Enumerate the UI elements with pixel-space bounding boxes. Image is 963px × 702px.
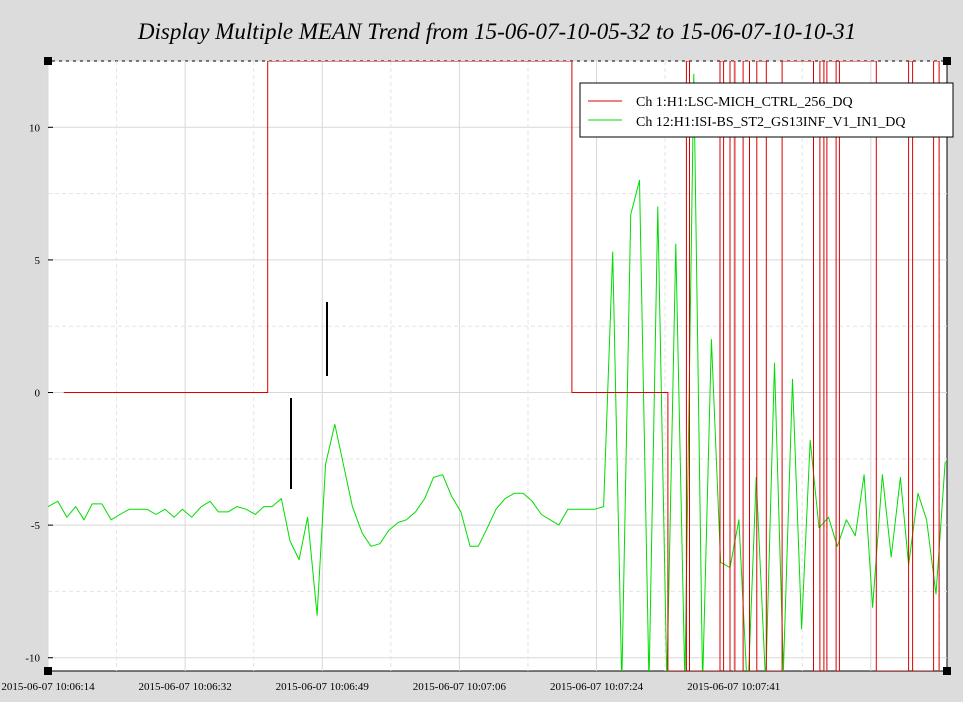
x-tick-label: 2015-06-07 10:07:24 — [550, 681, 644, 693]
trigger-markers — [290, 302, 328, 489]
corner-handle-top-left[interactable] — [44, 57, 52, 65]
y-tick-label: -5 — [31, 520, 41, 532]
chart-title: Display Multiple MEAN Trend from 15-06-0… — [137, 19, 856, 44]
series-line-ch1 — [63, 61, 940, 671]
x-tick-label: 2015-06-07 10:07:06 — [413, 681, 507, 693]
x-tick-label: 2015-06-07 10:06:49 — [276, 681, 370, 693]
corner-handle-bottom-left[interactable] — [44, 667, 52, 675]
series-line-ch12 — [48, 73, 946, 671]
axis-ticks: 10 5 0 -5 -10 2015-06-07 10:06:14 2015-06-07 1… — [1, 122, 780, 693]
series-lines — [48, 61, 946, 671]
y-tick-label: 10 — [29, 122, 41, 134]
grid — [47, 60, 947, 671]
legend-entry-ch12: Ch 12:H1:ISI-BS_ST2_GS13INF_V1_IN1_DQ — [636, 115, 906, 130]
x-tick-label: 2015-06-07 10:07:41 — [687, 681, 780, 693]
y-tick-label: 5 — [35, 255, 41, 267]
plot-area — [47, 60, 948, 672]
legend: Ch 1:H1:LSC-MICH_CTRL_256_DQ Ch 12:H1:IS… — [579, 82, 954, 138]
y-tick-label: -10 — [25, 653, 40, 665]
corner-handles — [44, 57, 951, 675]
corner-handle-top-right[interactable] — [943, 57, 951, 65]
legend-box — [579, 82, 954, 138]
x-tick-label: 2015-06-07 10:06:14 — [1, 681, 95, 693]
corner-handle-bottom-right[interactable] — [943, 667, 951, 675]
x-tick-label: 2015-06-07 10:06:32 — [139, 681, 232, 693]
y-tick-label: 0 — [35, 388, 41, 400]
legend-entry-ch1: Ch 1:H1:LSC-MICH_CTRL_256_DQ — [636, 95, 853, 110]
